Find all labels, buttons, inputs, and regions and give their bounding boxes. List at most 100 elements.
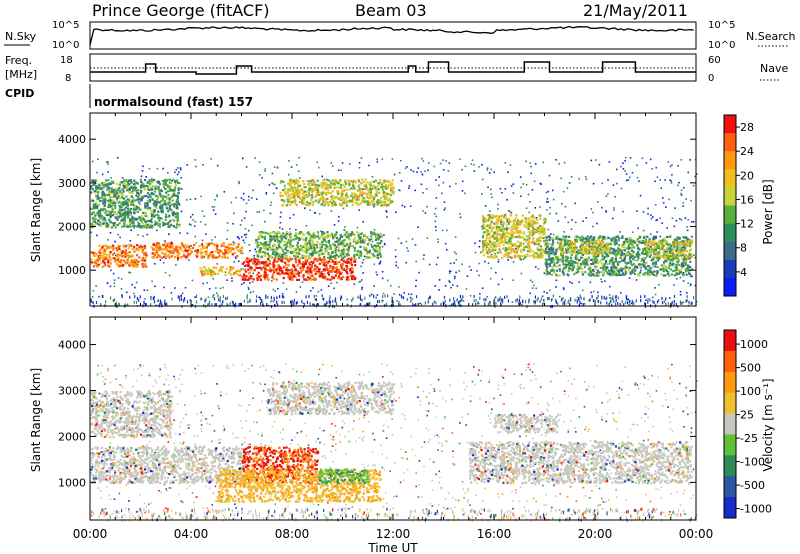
power-cell xyxy=(286,268,289,271)
power-cell xyxy=(164,179,167,182)
power-cell xyxy=(532,254,535,257)
power-cell xyxy=(659,235,662,238)
power-cell xyxy=(507,242,510,245)
power-cell xyxy=(174,216,177,219)
power-cell xyxy=(677,165,679,167)
power-cell xyxy=(335,245,338,248)
power-cell xyxy=(340,266,343,269)
power-cell xyxy=(111,210,114,213)
power-cell xyxy=(265,268,268,271)
power-cell xyxy=(391,182,394,185)
power-cell xyxy=(317,270,320,273)
power-cell xyxy=(274,250,277,253)
power-cell xyxy=(146,215,149,218)
power-cell xyxy=(422,160,425,162)
power-cell xyxy=(496,236,499,239)
power-cell xyxy=(653,301,655,304)
power-cell xyxy=(250,259,253,262)
power-cell xyxy=(680,301,682,305)
power-cell xyxy=(355,242,358,245)
power-cell xyxy=(353,233,356,236)
power-cell xyxy=(204,252,207,255)
power-cell xyxy=(261,250,265,253)
power-cell xyxy=(350,200,353,203)
power-cell xyxy=(320,182,323,185)
power-cell xyxy=(579,301,581,305)
power-cell xyxy=(150,221,153,224)
power-cell xyxy=(528,211,530,214)
power-cell xyxy=(324,269,327,272)
power-cell xyxy=(159,299,161,303)
power-cell xyxy=(343,244,347,247)
power-cell xyxy=(144,179,147,182)
power-cell xyxy=(454,303,456,307)
power-cell xyxy=(382,292,385,295)
power-cell xyxy=(289,228,291,230)
power-cell xyxy=(340,240,343,243)
power-cell xyxy=(144,213,147,216)
power-cell xyxy=(195,165,197,168)
power-cell xyxy=(675,303,677,306)
power-cell xyxy=(349,267,352,271)
power-cell xyxy=(542,218,545,221)
power-cell xyxy=(323,232,326,235)
power-cell xyxy=(128,209,131,212)
power-cell xyxy=(316,240,319,243)
power-cell xyxy=(383,201,386,204)
power-cell xyxy=(295,228,297,231)
power-cell xyxy=(295,254,298,257)
power-cell xyxy=(340,263,344,266)
power-cell xyxy=(366,252,369,255)
power-cell xyxy=(174,213,177,216)
power-cell xyxy=(175,168,178,171)
power-cell xyxy=(513,254,516,257)
power-cell xyxy=(214,273,217,275)
power-cell xyxy=(508,217,511,221)
power-cell xyxy=(334,297,337,301)
power-cell xyxy=(202,164,204,166)
power-cell xyxy=(282,200,286,203)
power-cell xyxy=(287,182,290,185)
power-cell xyxy=(386,192,389,196)
power-cell xyxy=(359,294,361,298)
power-cell xyxy=(498,227,501,230)
power-cell xyxy=(628,300,631,304)
power-cell xyxy=(127,216,130,219)
power-cell xyxy=(513,231,516,234)
power-cell xyxy=(316,179,319,182)
power-cell xyxy=(150,302,152,306)
power-cell xyxy=(178,225,181,228)
power-cell xyxy=(272,245,275,248)
power-cell xyxy=(217,272,220,275)
power-cell xyxy=(504,238,507,242)
power-cell xyxy=(159,195,162,198)
power-cell xyxy=(473,299,475,303)
power-cell xyxy=(291,244,294,248)
power-cell xyxy=(327,179,330,182)
power-cell xyxy=(499,296,501,300)
power-cell xyxy=(131,254,135,258)
power-cell xyxy=(524,219,527,222)
power-cell xyxy=(143,219,146,222)
power-cell xyxy=(354,180,357,183)
power-cell xyxy=(693,296,695,300)
power-cell xyxy=(150,212,153,215)
power-cell xyxy=(416,295,418,299)
power-cell xyxy=(543,240,546,243)
power-cell xyxy=(114,223,117,227)
power-cell xyxy=(351,203,354,206)
power-cell xyxy=(494,237,497,240)
power-cell xyxy=(351,231,354,234)
power-cell xyxy=(334,201,337,204)
power-cell xyxy=(154,205,157,208)
power-cell xyxy=(156,195,159,198)
power-cell xyxy=(150,217,153,220)
power-cell xyxy=(145,184,148,188)
power-cell xyxy=(476,270,478,272)
power-cell xyxy=(94,185,97,188)
power-cell xyxy=(381,299,383,303)
power-cell xyxy=(294,198,297,201)
power-cell xyxy=(281,300,283,304)
power-cell xyxy=(141,225,144,228)
power-cell xyxy=(324,192,327,195)
